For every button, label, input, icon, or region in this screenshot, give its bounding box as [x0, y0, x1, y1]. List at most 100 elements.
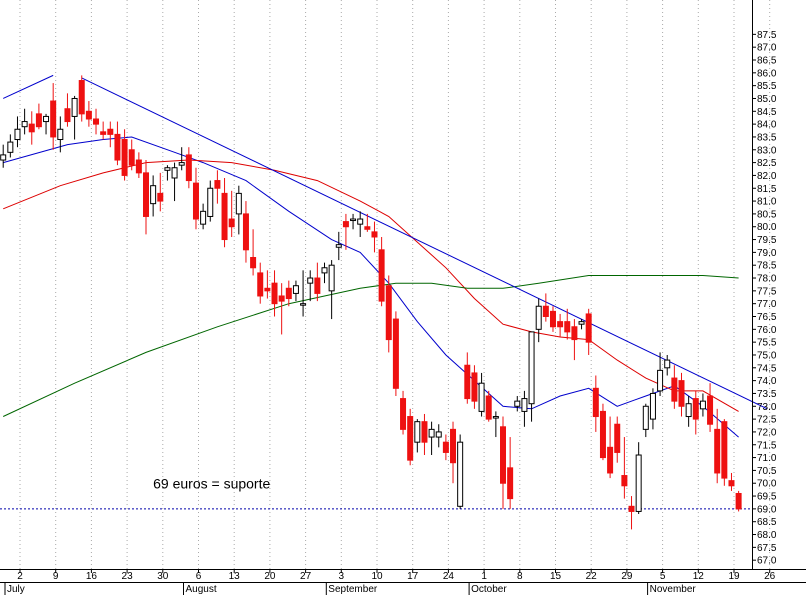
candle	[571, 319, 578, 361]
y-tick-label: 84.0	[757, 120, 777, 131]
candle-body-down	[221, 192, 228, 241]
candle-body-down	[157, 192, 164, 202]
candle	[542, 293, 549, 322]
candle-body-down	[721, 421, 728, 479]
candle	[721, 419, 728, 486]
trendline-0	[2, 74, 54, 99]
candle	[614, 416, 621, 463]
candle-body-down	[564, 321, 571, 333]
support-annotation: 69 euros = suporte	[153, 475, 270, 491]
candle	[421, 413, 428, 456]
candle-body-down	[599, 410, 606, 459]
y-tick-label: 68.5	[757, 517, 777, 528]
y-tick-label: 79.5	[757, 235, 777, 246]
x-tick-label: 29	[621, 571, 633, 582]
moving-averages	[2, 136, 739, 438]
candle-body-down	[128, 149, 135, 166]
candle	[342, 213, 349, 250]
candle-body-down	[257, 272, 264, 297]
candle-body-up	[57, 128, 64, 141]
y-tick-label: 68.0	[757, 530, 777, 541]
trendlines	[2, 74, 768, 410]
moving-average-long	[2, 275, 739, 417]
candle-body-up	[649, 392, 656, 420]
candle	[235, 185, 242, 235]
candle-body-down	[121, 139, 128, 176]
candle	[292, 280, 299, 302]
candle	[285, 280, 292, 307]
candle	[528, 331, 535, 422]
candle	[664, 354, 671, 376]
candle	[578, 319, 585, 330]
y-tick-label: 73.5	[757, 389, 777, 400]
candle-body-down	[50, 100, 57, 138]
candle	[699, 393, 706, 417]
candle	[35, 103, 42, 130]
candle	[307, 270, 314, 302]
candle-body-down	[392, 318, 399, 389]
month-label: September	[328, 584, 378, 595]
candle-body-down	[364, 226, 371, 230]
candle	[221, 177, 228, 248]
candle	[649, 388, 656, 430]
candle-body-down	[485, 395, 492, 420]
candle-body-up	[528, 331, 535, 405]
candlesticks	[0, 75, 742, 530]
candle-body-up	[685, 403, 692, 418]
candle	[7, 134, 14, 158]
candle	[164, 165, 171, 181]
candle	[485, 390, 492, 422]
candle	[535, 298, 542, 343]
candle-body-up	[478, 382, 485, 412]
candle-body-down	[342, 221, 349, 228]
candle	[242, 201, 249, 263]
candle-body-down	[557, 321, 564, 328]
y-tick-label: 71.5	[757, 440, 777, 451]
x-tick-label: 3	[339, 571, 345, 582]
y-tick-label: 85.5	[757, 81, 777, 92]
x-tick-label: 30	[157, 571, 169, 582]
moving-average-short	[3, 136, 739, 438]
y-tick-label: 78.0	[757, 274, 777, 285]
candle-body-down	[35, 113, 42, 128]
candle	[378, 236, 385, 307]
candle-body-down	[93, 118, 100, 125]
y-tick-label: 83.5	[757, 132, 777, 143]
candle-body-down	[614, 423, 621, 453]
candle-body-down	[400, 398, 407, 430]
month-label: August	[186, 584, 217, 595]
candle-body-up	[0, 154, 7, 161]
y-tick-label: 74.5	[757, 363, 777, 374]
candle	[150, 175, 157, 217]
candle-body-down	[378, 249, 385, 302]
candle	[328, 260, 335, 320]
candle	[250, 229, 257, 276]
x-tick-label: 15	[550, 571, 562, 582]
candle	[414, 419, 421, 453]
candle	[257, 262, 264, 304]
candle	[435, 424, 442, 448]
candle	[50, 83, 57, 150]
candle	[628, 496, 635, 530]
candle	[264, 270, 271, 299]
candle-body-up	[21, 121, 28, 128]
candle	[407, 408, 414, 466]
y-tick-label: 83.0	[757, 145, 777, 156]
candle	[514, 396, 521, 412]
candle-body-up	[664, 359, 671, 369]
candle	[557, 313, 564, 338]
candle-body-down	[242, 213, 249, 251]
candle-body-up	[178, 162, 185, 166]
candle	[728, 472, 735, 491]
candle	[71, 95, 78, 140]
candle-body-up	[300, 303, 307, 306]
vertical-grid	[19, 0, 771, 569]
x-tick-label: 27	[300, 571, 312, 582]
candle	[385, 275, 392, 353]
y-tick-label: 73.0	[757, 402, 777, 413]
candle	[21, 108, 28, 135]
candle	[585, 308, 592, 355]
candle-body-down	[78, 80, 85, 115]
candle	[107, 121, 114, 148]
candle-body-down	[500, 426, 506, 484]
